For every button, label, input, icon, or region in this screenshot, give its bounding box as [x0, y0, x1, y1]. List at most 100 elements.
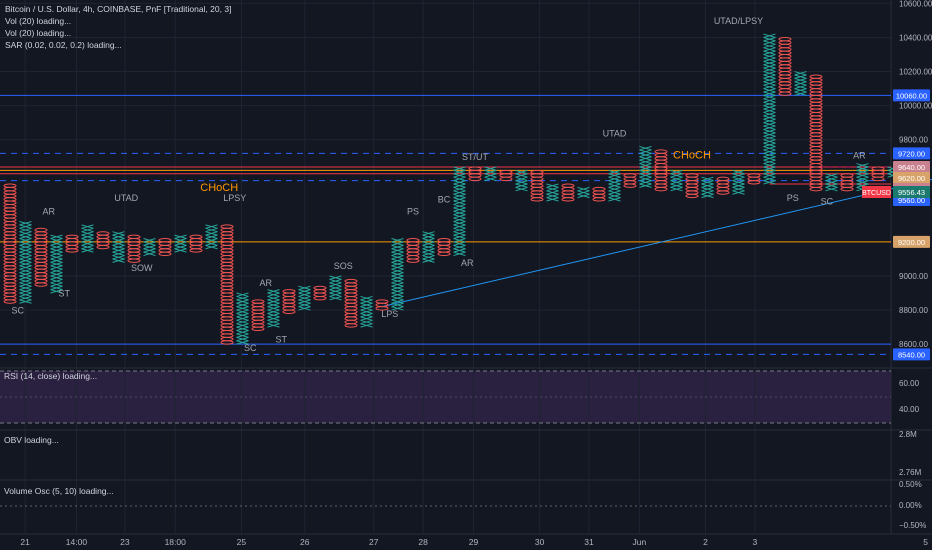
wyckoff-annotation: PS: [407, 207, 419, 217]
obv-pane-label[interactable]: OBV loading...: [4, 435, 59, 445]
pnf-o-column[interactable]: [189, 234, 203, 253]
time-axis-label: 31: [584, 537, 594, 547]
pnf-o-column[interactable]: [561, 183, 575, 202]
pnf-o-column[interactable]: [468, 166, 482, 182]
pnf-x-column[interactable]: [484, 166, 497, 182]
time-axis-label: 27: [369, 537, 379, 547]
vol-indicator-legend-2[interactable]: Vol (20) loading...: [5, 28, 72, 38]
price-level-badge: 8540.00: [893, 348, 930, 361]
pnf-o-column[interactable]: [282, 289, 296, 314]
wyckoff-annotation: UTAD: [603, 128, 627, 138]
pnf-o-column[interactable]: [437, 238, 451, 257]
pnf-o-column[interactable]: [716, 176, 730, 195]
pnf-x-column[interactable]: [267, 289, 280, 328]
price-level-badge: 9620.00: [893, 171, 930, 184]
current-price-badge: BTCUSD 9556.43: [862, 186, 930, 198]
pnf-x-column[interactable]: [701, 176, 714, 199]
pnf-o-column[interactable]: [685, 173, 699, 199]
pnf-x-column[interactable]: [794, 71, 807, 96]
pnf-x-column[interactable]: [205, 224, 218, 250]
wyckoff-annotation: AR: [461, 258, 474, 268]
pnf-o-column[interactable]: [313, 285, 327, 301]
price-level-badge: 9200.00: [893, 235, 930, 248]
wyckoff-annotation: SC: [821, 196, 834, 206]
pnf-o-column[interactable]: [623, 173, 637, 188]
wyckoff-annotation: CHoCH: [200, 182, 238, 194]
pnf-x-column[interactable]: [515, 169, 528, 192]
price-tick-label: 9800.00: [899, 136, 928, 145]
pnf-x-column[interactable]: [50, 234, 63, 294]
time-axis-label: 21: [20, 537, 30, 547]
pnf-x-column[interactable]: [298, 285, 311, 311]
pnf-o-column[interactable]: [65, 234, 79, 253]
pnf-x-column[interactable]: [732, 169, 745, 195]
pnf-x-column[interactable]: [391, 238, 404, 311]
svg-text:9640.00: 9640.00: [898, 163, 925, 172]
price-tick-label: 10400.00: [899, 33, 932, 42]
pnf-o-column[interactable]: [406, 238, 420, 263]
pnf-x-column[interactable]: [639, 146, 652, 188]
pnf-o-column[interactable]: [127, 234, 141, 263]
pnf-o-column[interactable]: [871, 166, 885, 182]
pnf-o-column[interactable]: [654, 149, 668, 192]
pnf-o-column[interactable]: [530, 169, 544, 202]
svg-text:10060.00: 10060.00: [896, 91, 927, 100]
pnf-x-column[interactable]: [112, 231, 125, 263]
pnf-o-column[interactable]: [344, 278, 358, 328]
pnf-o-column[interactable]: [747, 173, 761, 185]
pnf-x-column[interactable]: [422, 231, 435, 263]
pnf-x-column[interactable]: [19, 221, 32, 304]
price-tick-label: 8800.00: [899, 306, 928, 315]
vol-indicator-legend[interactable]: Vol (20) loading...: [5, 16, 72, 26]
pnf-o-column[interactable]: [809, 74, 823, 192]
pane-tick-label: 0.50%: [899, 480, 922, 489]
pnf-o-column[interactable]: [778, 36, 792, 96]
pnf-x-column[interactable]: [577, 186, 590, 199]
pnf-o-column[interactable]: [251, 299, 265, 332]
pnf-x-column[interactable]: [329, 275, 342, 301]
pnf-x-column[interactable]: [143, 238, 156, 257]
wyckoff-annotation: AR: [259, 278, 272, 288]
time-axis-label: 25: [237, 537, 247, 547]
pnf-x-column[interactable]: [763, 33, 776, 185]
wyckoff-annotation: BC: [438, 195, 451, 205]
pnf-o-column[interactable]: [96, 231, 110, 250]
pnf-o-column[interactable]: [34, 227, 48, 287]
pnf-o-column[interactable]: [220, 224, 234, 345]
wyckoff-annotation: UTAD: [114, 193, 138, 203]
sar-indicator-legend[interactable]: SAR (0.02, 0.02, 0.2) loading...: [5, 40, 122, 50]
pnf-x-column[interactable]: [174, 234, 187, 253]
time-axis-label: 29: [469, 537, 479, 547]
pnf-x-column[interactable]: [453, 166, 466, 257]
wyckoff-annotation: AR: [853, 150, 866, 160]
pnf-o-column[interactable]: [840, 173, 854, 192]
volume-osc-pane-label[interactable]: Volume Osc (5, 10) loading...: [4, 486, 114, 496]
wyckoff-annotation: CHoCH: [673, 149, 711, 161]
pnf-o-column[interactable]: [158, 238, 172, 257]
svg-text:9720.00: 9720.00: [898, 149, 925, 158]
pnf-x-column[interactable]: [360, 295, 373, 328]
pnf-o-column[interactable]: [375, 299, 389, 311]
pnf-o-column[interactable]: [499, 169, 513, 182]
time-axis-label: 14:00: [66, 537, 88, 547]
pnf-x-column[interactable]: [825, 173, 838, 192]
svg-text:9620.00: 9620.00: [898, 174, 925, 183]
wyckoff-annotation: SOW: [131, 263, 153, 273]
wyckoff-annotation: SOS: [334, 261, 353, 271]
time-axis-label: 5: [923, 537, 928, 547]
pnf-x-column[interactable]: [608, 169, 621, 202]
price-tick-label: 9000.00: [899, 272, 928, 281]
pnf-x-column[interactable]: [670, 169, 683, 192]
wyckoff-annotation: LPSY: [223, 193, 246, 203]
pnf-o-column[interactable]: [592, 186, 606, 202]
pnf-x-column[interactable]: [81, 224, 94, 253]
pnf-x-column[interactable]: [546, 183, 559, 202]
wyckoff-annotation: UTAD/LPSY: [714, 16, 763, 26]
symbol-legend[interactable]: Bitcoin / U.S. Dollar, 4h, COINBASE, PnF…: [5, 4, 232, 14]
pnf-o-column[interactable]: [3, 183, 17, 304]
rsi-pane-label[interactable]: RSI (14, close) loading...: [4, 371, 98, 381]
pnf-x-column[interactable]: [236, 292, 249, 345]
